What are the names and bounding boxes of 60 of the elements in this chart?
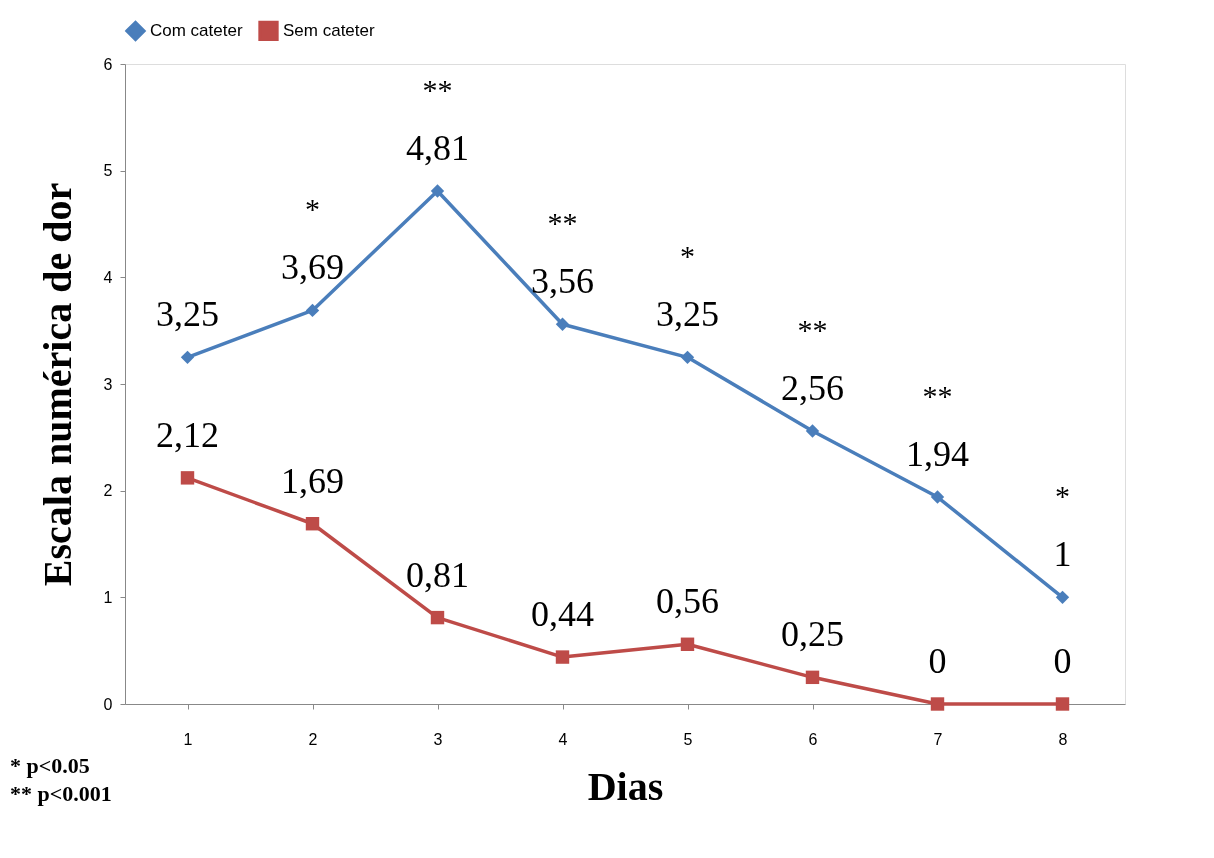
data-label: 2,56 [781, 367, 844, 408]
data-label: 0,81 [406, 554, 469, 595]
point [930, 490, 945, 504]
annotation: * [680, 239, 695, 273]
x-axis-title: Dias [587, 763, 664, 809]
x-tick-label: 6 [808, 730, 818, 748]
legend-label: Com cateter [150, 20, 243, 40]
point [430, 184, 445, 198]
point [1055, 590, 1070, 605]
y-tick-label: 6 [103, 55, 113, 73]
point [930, 697, 945, 711]
point [180, 350, 195, 365]
y-tick-label: 1 [103, 588, 113, 606]
data-label: 0 [928, 641, 947, 681]
data-label: 1 [1053, 534, 1072, 575]
legend-label: Sem cateter [283, 20, 375, 40]
point [430, 610, 445, 625]
y-tick-label: 0 [103, 695, 113, 713]
data-label: 0,25 [781, 614, 844, 655]
point [680, 637, 695, 651]
point [305, 517, 320, 531]
data-label: 3,56 [531, 261, 594, 302]
y-tick-label: 5 [103, 162, 113, 180]
data-label: 1,69 [281, 460, 344, 501]
point [1055, 697, 1070, 711]
x-tick-label: 1 [183, 730, 193, 748]
data-label: 2,12 [156, 414, 219, 455]
x-tick-label: 2 [308, 730, 318, 748]
data-label: 3,69 [281, 247, 344, 288]
x-tick-label: 7 [933, 730, 943, 748]
annotation: ** [797, 312, 828, 346]
point [555, 650, 570, 664]
text: * p<0.05 [10, 753, 90, 778]
point [180, 471, 195, 485]
x-tick-label: 3 [433, 730, 443, 748]
y-axis-title: Escala numérica de dor [34, 182, 80, 587]
annotation: ** [422, 72, 453, 106]
point [680, 350, 695, 365]
x-tick-label: 4 [558, 730, 568, 748]
data-label: 3,25 [656, 294, 719, 335]
data-label: 0,56 [656, 581, 719, 622]
point [805, 424, 820, 438]
data-label: 4,81 [406, 127, 469, 168]
data-label: 1,94 [906, 434, 969, 475]
point [555, 317, 570, 331]
annotation: ** [922, 379, 953, 413]
data-label: 3,25 [156, 294, 219, 335]
annotation: * [305, 192, 320, 226]
point [805, 670, 820, 685]
data-label: 0 [1053, 641, 1072, 681]
annotation: * [1055, 479, 1070, 513]
y-tick-label: 4 [103, 268, 113, 286]
annotation: ** [547, 206, 578, 240]
x-tick-label: 8 [1058, 730, 1068, 748]
y-tick-label: 3 [103, 375, 113, 393]
point [305, 303, 320, 318]
text: ** p<0.001 [10, 781, 112, 806]
data-label: 0,44 [531, 594, 594, 635]
y-tick-label: 2 [103, 482, 113, 500]
x-tick-label: 5 [683, 730, 693, 748]
